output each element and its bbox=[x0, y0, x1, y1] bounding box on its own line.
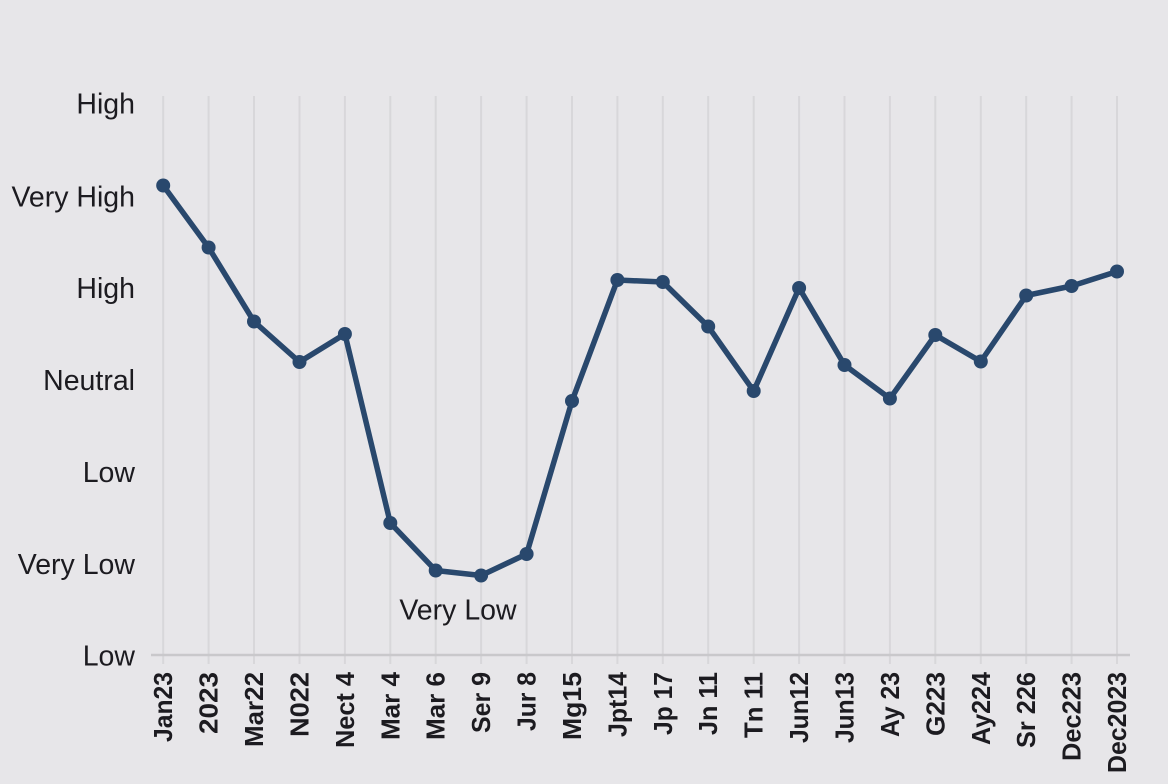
svg-text:Neutral: Neutral bbox=[43, 365, 135, 397]
svg-text:Ay 23: Ay 23 bbox=[875, 672, 905, 737]
svg-text:Mar 6: Mar 6 bbox=[421, 672, 451, 740]
svg-text:Ser 9: Ser 9 bbox=[466, 672, 496, 733]
svg-text:Jan23: Jan23 bbox=[148, 672, 178, 742]
svg-text:2023: 2023 bbox=[194, 672, 224, 734]
svg-text:Jur 8: Jur 8 bbox=[512, 672, 542, 731]
svg-text:Very High: Very High bbox=[11, 181, 135, 213]
svg-text:Jpt14: Jpt14 bbox=[602, 671, 632, 737]
svg-text:Tn 11: Tn 11 bbox=[739, 672, 769, 738]
svg-text:Dec223: Dec223 bbox=[1057, 672, 1087, 761]
svg-text:High: High bbox=[76, 273, 135, 305]
svg-text:Jn 11: Jn 11 bbox=[693, 672, 723, 735]
svg-text:Jun13: Jun13 bbox=[830, 672, 860, 743]
svg-text:Mg15: Mg15 bbox=[557, 672, 587, 740]
svg-text:Low: Low bbox=[83, 641, 136, 673]
svg-text:Ay224: Ay224 bbox=[966, 671, 996, 745]
svg-text:Sr 226: Sr 226 bbox=[1011, 672, 1041, 748]
svg-text:Jp 17: Jp 17 bbox=[648, 672, 678, 735]
svg-text:G223: G223 bbox=[920, 672, 950, 736]
svg-text:Mar 4: Mar 4 bbox=[375, 671, 405, 740]
svg-text:Dec2023: Dec2023 bbox=[1102, 672, 1132, 773]
svg-text:Very Low: Very Low bbox=[399, 595, 517, 627]
svg-text:High: High bbox=[76, 89, 135, 121]
svg-text:Low: Low bbox=[83, 457, 136, 489]
svg-text:N022: N022 bbox=[285, 672, 315, 737]
svg-text:Very Low: Very Low bbox=[18, 549, 136, 581]
svg-text:Jun12: Jun12 bbox=[784, 672, 814, 743]
svg-text:Nect 4: Nect 4 bbox=[330, 671, 360, 748]
svg-text:Mar22: Mar22 bbox=[239, 672, 269, 747]
